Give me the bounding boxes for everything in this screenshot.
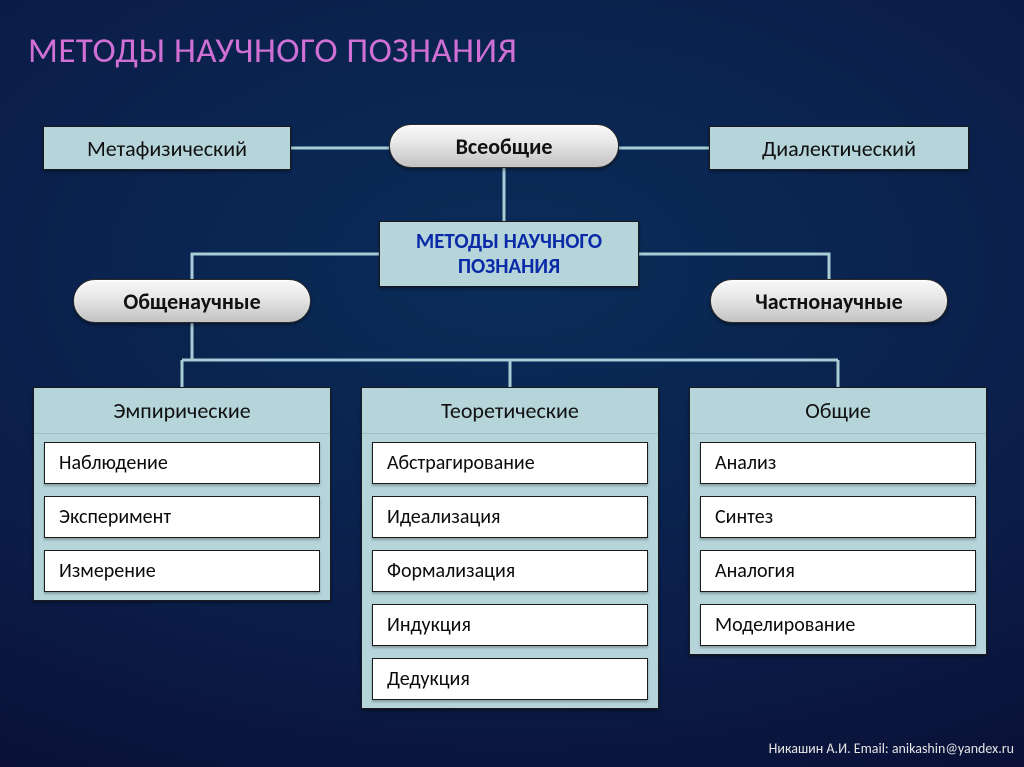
node-methods-center: МЕТОДЫ НАУЧНОГО ПОЗНАНИЯ bbox=[379, 221, 639, 287]
node-universal: Всеобщие bbox=[389, 124, 619, 168]
list-item: Измерение bbox=[44, 550, 320, 592]
list-item: Индукция bbox=[372, 604, 648, 646]
list-item: Аналогия bbox=[700, 550, 976, 592]
category-body: Анализ Синтез Аналогия Моделирование bbox=[690, 434, 986, 654]
category-empirical: Эмпирические Наблюдение Эксперимент Изме… bbox=[33, 387, 331, 601]
node-label: Общенаучные bbox=[123, 288, 260, 315]
list-item: Абстрагирование bbox=[372, 442, 648, 484]
list-item: Дедукция bbox=[372, 658, 648, 700]
attribution: Никашин А.И. Email: anikashin@yandex.ru bbox=[769, 740, 1014, 757]
list-item: Эксперимент bbox=[44, 496, 320, 538]
node-label: Частнонаучные bbox=[755, 288, 903, 315]
node-label: МЕТОДЫ НАУЧНОГО ПОЗНАНИЯ bbox=[380, 229, 638, 279]
list-item: Наблюдение bbox=[44, 442, 320, 484]
node-label: Метафизический bbox=[87, 135, 247, 162]
node-metaphysical: Метафизический bbox=[43, 126, 291, 170]
list-item: Идеализация bbox=[372, 496, 648, 538]
node-label: Диалектический bbox=[762, 135, 916, 162]
category-body: Наблюдение Эксперимент Измерение bbox=[34, 434, 330, 600]
list-item: Анализ bbox=[700, 442, 976, 484]
node-general-scientific: Общенаучные bbox=[73, 279, 311, 323]
node-dialectical: Диалектический bbox=[709, 126, 969, 170]
category-general: Общие Анализ Синтез Аналогия Моделирован… bbox=[689, 387, 987, 655]
page-title: МЕТОДЫ НАУЧНОГО ПОЗНАНИЯ bbox=[28, 30, 517, 72]
category-body: Абстрагирование Идеализация Формализация… bbox=[362, 434, 658, 708]
category-header: Общие bbox=[690, 388, 986, 434]
node-specific-scientific: Частнонаучные bbox=[710, 279, 948, 323]
category-header: Эмпирические bbox=[34, 388, 330, 434]
list-item: Формализация bbox=[372, 550, 648, 592]
category-header: Теоретические bbox=[362, 388, 658, 434]
category-theoretical: Теоретические Абстрагирование Идеализаци… bbox=[361, 387, 659, 709]
list-item: Синтез bbox=[700, 496, 976, 538]
node-label: Всеобщие bbox=[456, 133, 553, 160]
list-item: Моделирование bbox=[700, 604, 976, 646]
